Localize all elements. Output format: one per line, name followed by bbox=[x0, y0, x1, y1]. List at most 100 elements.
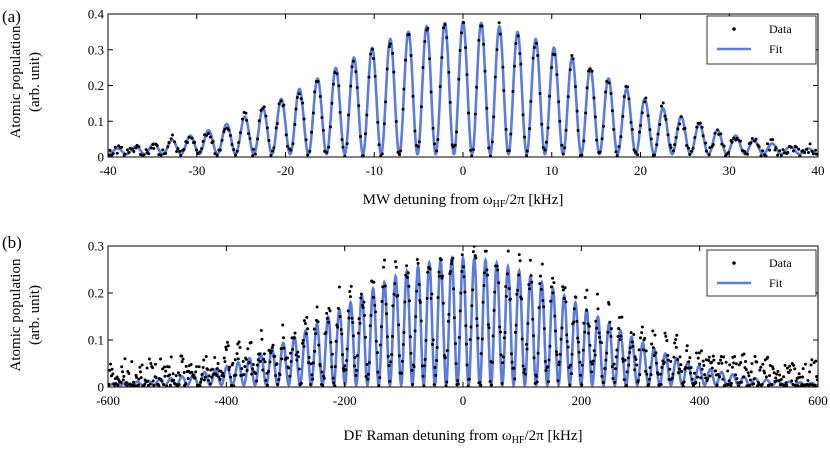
panel-b-data-point bbox=[307, 356, 311, 360]
panel-b-data-point bbox=[538, 282, 542, 286]
panel-b-data-point bbox=[460, 253, 464, 257]
panel-a-data-point bbox=[313, 90, 317, 94]
panel-b-data-point bbox=[773, 379, 777, 383]
panel-b-data-point bbox=[741, 375, 745, 379]
panel-a-data-point bbox=[814, 148, 818, 152]
panel-b-data-point bbox=[169, 355, 173, 359]
panel-a-data-point bbox=[310, 130, 314, 134]
panel-b-data-point bbox=[258, 352, 261, 356]
panel-a-data-point bbox=[487, 146, 491, 150]
panel-b-data-point bbox=[618, 338, 622, 342]
panel-b-data-point bbox=[485, 268, 489, 272]
panel-b-data-point bbox=[490, 361, 494, 365]
panel-b-data-point bbox=[558, 352, 562, 356]
panel-b-data-point bbox=[593, 353, 597, 357]
panel-b-data-point bbox=[638, 373, 642, 377]
panel-b-data-point bbox=[616, 334, 620, 338]
panel-b-data-point bbox=[336, 325, 340, 329]
panel-b-data-point bbox=[164, 369, 168, 373]
panel-a-data-point bbox=[518, 52, 522, 56]
panel-b-xlabel: DF Raman detuning from ωHF/2π [kHz] bbox=[344, 428, 583, 446]
panel-a-data-point bbox=[749, 141, 753, 145]
panel-a-data-point bbox=[789, 145, 793, 149]
panel-a-data-point bbox=[428, 57, 432, 61]
panel-a-data-point bbox=[810, 149, 814, 153]
panel-b-data-point bbox=[495, 238, 498, 241]
panel-b-data-point bbox=[639, 336, 643, 340]
panel-b-data-point bbox=[719, 355, 723, 358]
panel-a-data-point bbox=[629, 120, 633, 124]
panel-b-data-point bbox=[396, 293, 400, 297]
panel-b-xtick-label: -200 bbox=[333, 393, 357, 408]
panel-a-data-point bbox=[335, 72, 339, 76]
panel-b-data-point bbox=[674, 338, 678, 342]
panel-b-xtick-label: 600 bbox=[808, 393, 828, 408]
panel-b-data-point bbox=[645, 372, 649, 376]
panel-b-data-point bbox=[301, 338, 305, 342]
panel-b-xlabel-prefix: DF Raman detuning from ω bbox=[344, 428, 512, 444]
panel-b-data-point bbox=[806, 378, 810, 382]
panel-b-data-point bbox=[429, 297, 433, 301]
panel-b-data-point bbox=[560, 326, 564, 330]
panel-b-data-point bbox=[688, 356, 692, 360]
panel-a-data-point bbox=[610, 109, 614, 113]
panel-b-data-point bbox=[698, 362, 702, 366]
panel-b-data-point bbox=[813, 383, 817, 387]
panel-a-data-point bbox=[716, 128, 720, 132]
panel-b-data-point bbox=[251, 362, 255, 366]
panel-a-data-point bbox=[607, 81, 611, 85]
panel-b-data-point bbox=[481, 300, 485, 304]
panel-a-data-point bbox=[429, 90, 433, 94]
panel-b-data-point bbox=[574, 296, 578, 300]
panel-b-data-point bbox=[621, 357, 625, 361]
panel-b-data-point bbox=[227, 368, 231, 372]
panel-a-data-point bbox=[144, 148, 148, 152]
panel-b-data-point bbox=[479, 383, 483, 387]
panel-a-data-point bbox=[612, 128, 616, 132]
panel-b-data-point bbox=[355, 368, 358, 372]
panel-b-data-point bbox=[340, 353, 344, 357]
panel-a-data-point bbox=[571, 57, 575, 61]
panel-b-data-point bbox=[204, 355, 208, 359]
panel-b-data-point bbox=[462, 275, 466, 279]
panel-b-data-point bbox=[523, 367, 527, 371]
panel-a-data-point bbox=[720, 142, 724, 146]
panel-b-data-point bbox=[744, 359, 748, 363]
panel-b-data-point bbox=[549, 299, 553, 303]
panel-b-data-point bbox=[764, 375, 768, 379]
panel-b-data-point bbox=[383, 284, 387, 288]
panel-a-data-point bbox=[347, 113, 351, 117]
panel-b-data-point bbox=[203, 375, 207, 379]
panel-b-data-point bbox=[280, 357, 284, 361]
panel-b-data-point bbox=[641, 348, 645, 352]
panel-a-data-point bbox=[532, 46, 536, 50]
panel-a-data-point bbox=[566, 95, 570, 99]
panel-b-data-point bbox=[388, 379, 392, 383]
panel-b-data-point bbox=[287, 366, 291, 370]
panel-b-data-point bbox=[246, 347, 250, 351]
panel-b-data-point bbox=[633, 368, 637, 372]
panel-b-data-point bbox=[572, 320, 576, 324]
panel-b-data-point bbox=[401, 343, 405, 347]
panel-b-data-point bbox=[331, 376, 335, 380]
panel-a-data-point bbox=[175, 150, 179, 154]
panel-b-data-point bbox=[263, 360, 267, 364]
panel-a-data-point bbox=[294, 107, 298, 111]
panel-a-data-point bbox=[745, 152, 749, 156]
panel-a-xtick-label: -20 bbox=[277, 163, 294, 178]
panel-b-data-point bbox=[498, 325, 502, 329]
panel-a-data-point bbox=[685, 144, 689, 148]
panel-b-data-point bbox=[295, 358, 299, 362]
panel-a-data-point bbox=[272, 146, 276, 150]
panel-b-data-point bbox=[585, 288, 589, 292]
panel-b-data-point bbox=[261, 368, 265, 372]
panel-b-data-point bbox=[503, 330, 507, 334]
panel-b-data-point bbox=[798, 375, 802, 379]
panel-b-data-point bbox=[449, 269, 453, 273]
panel-b-data-point bbox=[333, 365, 337, 369]
panel-a-data-point bbox=[447, 70, 451, 74]
panel-b-data-point bbox=[213, 356, 217, 359]
panel-b-data-point bbox=[632, 333, 636, 337]
panel-a-data-point bbox=[232, 148, 236, 152]
panel-a-data-point bbox=[152, 147, 156, 151]
